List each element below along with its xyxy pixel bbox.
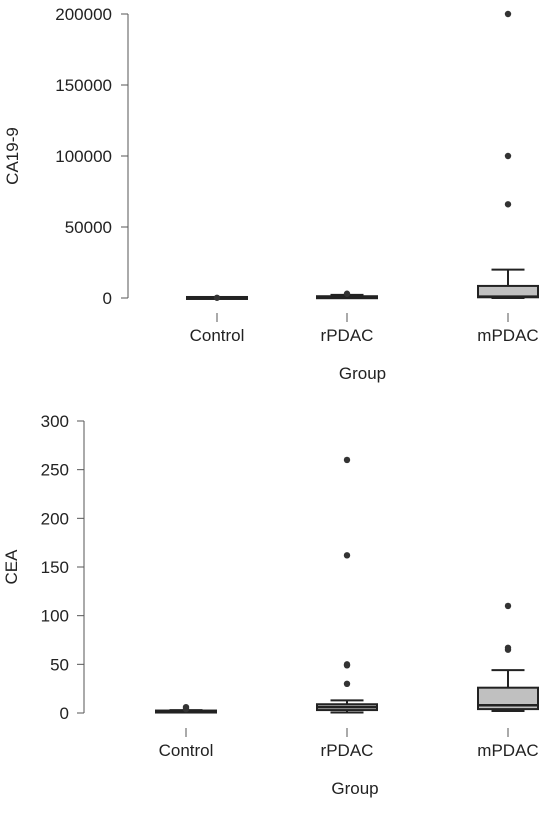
outlier-point	[343, 680, 351, 687]
box-rpdac	[316, 456, 378, 714]
y-tick-label: 250	[41, 461, 69, 480]
outlier-point	[504, 10, 512, 18]
outlier-point	[343, 661, 351, 668]
x-tick-label: Control	[190, 326, 245, 345]
y-tick-label: 100	[41, 607, 69, 626]
y-tick-label: 50	[50, 655, 69, 674]
y-tick-label: 150	[41, 558, 69, 577]
box-control	[186, 294, 248, 301]
y-axis-title: CA19-9	[3, 127, 22, 185]
chart-panel-2: 0 50 100 150 200 250 300 CEA Control rPDAC mPDAC Gr…	[2, 412, 539, 798]
outlier-point	[504, 602, 512, 610]
outlier-point	[182, 703, 190, 711]
y-tick-label: 100000	[55, 147, 112, 166]
x-tick-label: mPDAC	[477, 326, 538, 345]
y-tick-label: 200000	[55, 5, 112, 24]
y-tick-label: 50000	[65, 218, 112, 237]
box-mpdac	[477, 10, 539, 299]
outlier-point	[504, 201, 512, 208]
y-axis-title: CEA	[2, 549, 21, 585]
x-tick-label: Control	[159, 741, 214, 760]
y-tick-label: 200	[41, 509, 69, 528]
outlier-point	[504, 644, 512, 651]
y-tick-label: 0	[103, 289, 112, 308]
outlier-point	[343, 290, 351, 297]
outlier-point	[343, 456, 351, 464]
x-tick-label: rPDAC	[321, 326, 374, 345]
x-tick-label: rPDAC	[321, 741, 374, 760]
outlier-point	[213, 294, 221, 301]
x-axis-title: Group	[331, 779, 378, 798]
box-mpdac	[477, 602, 539, 713]
chart-panel-1: 0 50000 100000 150000 200000 CA19-9 Control rPD…	[3, 5, 539, 383]
box-iqr	[477, 686, 539, 711]
box-rpdac	[316, 290, 378, 300]
y-tick-label: 300	[41, 412, 69, 431]
box-control	[155, 703, 217, 714]
x-axis-title: Group	[339, 364, 386, 383]
y-tick-label: 0	[60, 704, 69, 723]
outlier-point	[343, 552, 351, 559]
y-tick-label: 150000	[55, 76, 112, 95]
outlier-point	[504, 152, 512, 160]
x-tick-label: mPDAC	[477, 741, 538, 760]
